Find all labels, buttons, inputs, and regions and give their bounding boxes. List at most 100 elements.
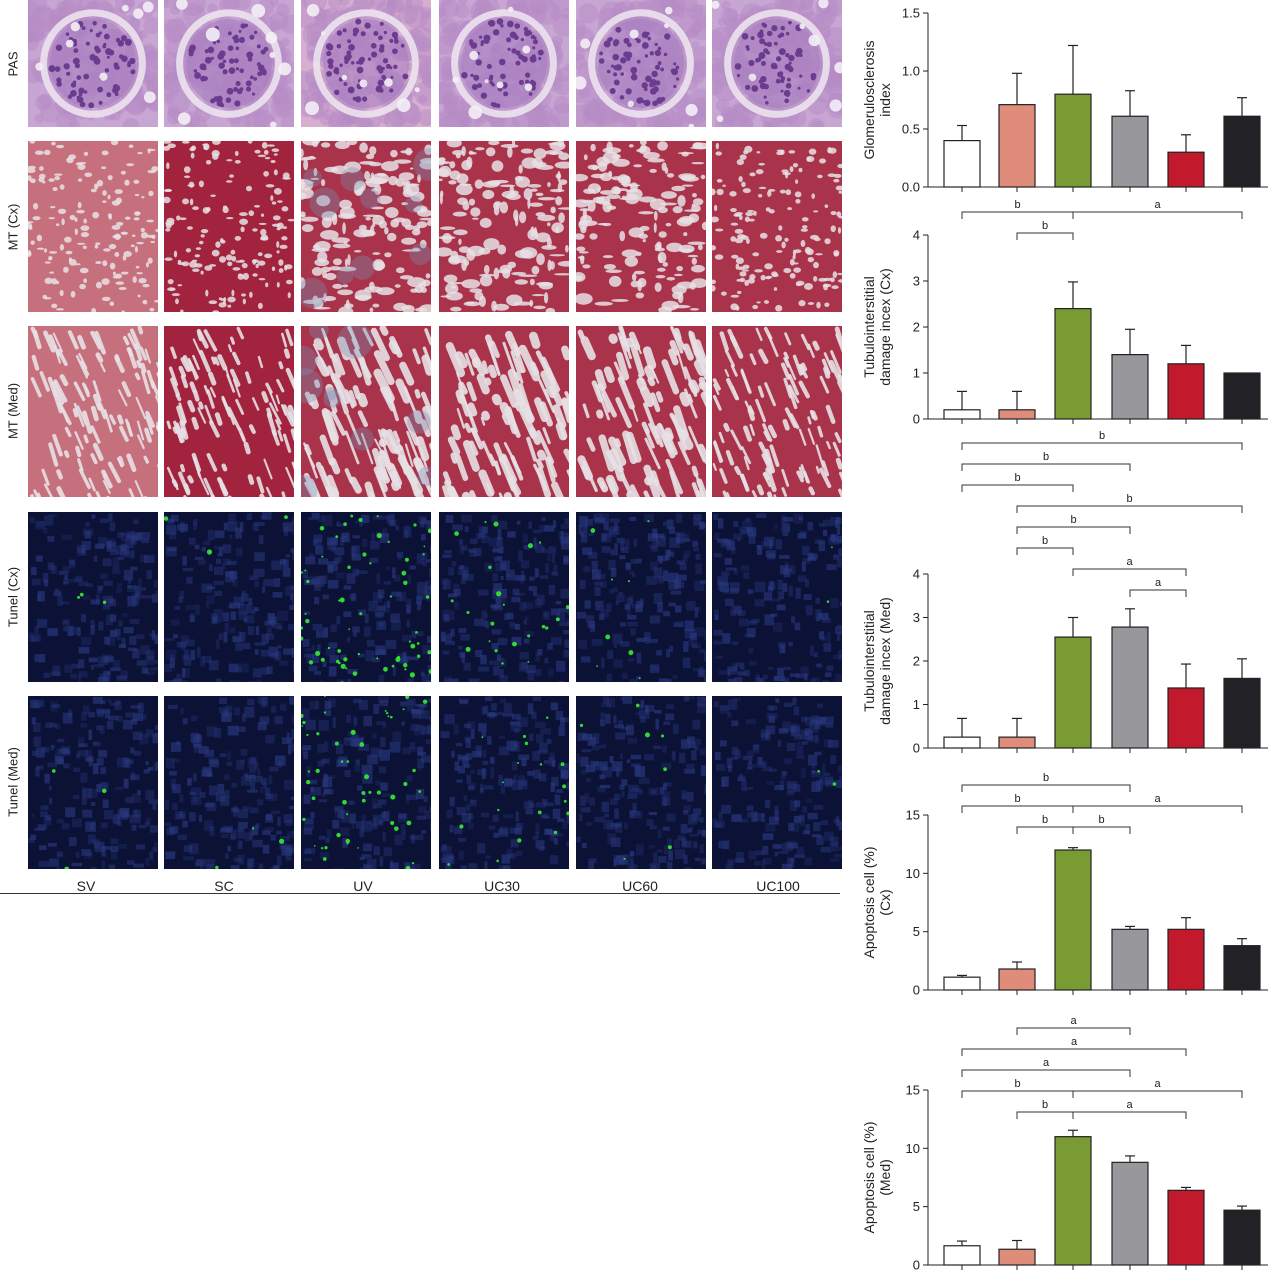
bar-uc60 bbox=[1168, 1190, 1204, 1265]
bar-uv bbox=[1055, 309, 1091, 419]
micrograph-tunel-uv bbox=[301, 696, 431, 869]
micrograph-pas-sv bbox=[28, 0, 158, 127]
y-axis-label: Glomerulosclerosisindex bbox=[861, 40, 893, 159]
micrograph-pas-uc30 bbox=[439, 0, 569, 127]
figure-baseline bbox=[0, 893, 840, 894]
micrograph-tunel-sv bbox=[28, 512, 158, 682]
significance-bracket: b bbox=[1017, 514, 1130, 534]
significance-bracket: b bbox=[1017, 493, 1242, 513]
significance-bracket: b bbox=[962, 772, 1130, 792]
significance-label: b bbox=[1042, 535, 1048, 547]
significance-bracket: b bbox=[1073, 814, 1130, 834]
row-label-tunel-med: Tunel (Med) bbox=[6, 747, 21, 817]
significance-bracket: a bbox=[1073, 1099, 1186, 1119]
y-tick-label: 1.0 bbox=[902, 64, 920, 79]
significance-label: a bbox=[1155, 577, 1162, 589]
bar-uc30 bbox=[1112, 1162, 1148, 1265]
micrograph-tunel-uc100 bbox=[712, 512, 842, 682]
bar-uv bbox=[1055, 94, 1091, 187]
y-tick-label: 0 bbox=[913, 983, 920, 998]
bar-uv bbox=[1055, 1137, 1091, 1265]
micrograph-pas-sc bbox=[164, 0, 294, 127]
bar-uv bbox=[1055, 850, 1091, 990]
significance-bracket: b bbox=[962, 430, 1242, 450]
bar-sv bbox=[944, 410, 980, 419]
significance-label: b bbox=[1098, 814, 1104, 826]
significance-label: b bbox=[1070, 514, 1076, 526]
significance-bracket: a bbox=[962, 1036, 1186, 1056]
column-label-sv: SV bbox=[77, 878, 96, 894]
significance-bracket: b bbox=[962, 199, 1073, 219]
significance-label: a bbox=[1071, 1036, 1078, 1048]
micrograph-mtcx-uc100 bbox=[712, 141, 842, 312]
micrograph-tunel-uv bbox=[301, 512, 431, 682]
micrograph-pas-uv bbox=[301, 0, 431, 127]
micrograph-mtcx-uc30 bbox=[439, 141, 569, 312]
y-tick-label: 1 bbox=[913, 366, 920, 381]
bar-sc bbox=[999, 410, 1035, 419]
bar-uc100 bbox=[1224, 373, 1260, 419]
y-axis-label: Tubulointerstitialdamage incex (Med) bbox=[861, 597, 893, 725]
significance-bracket: a bbox=[962, 1057, 1130, 1077]
micrograph-tunel-sc bbox=[164, 696, 294, 869]
micrograph-mtcx-uv bbox=[301, 141, 431, 312]
micrograph-mtmed-uc30 bbox=[439, 326, 569, 497]
y-tick-label: 0.5 bbox=[902, 122, 920, 137]
y-tick-label: 5 bbox=[913, 924, 920, 939]
bar-sc bbox=[999, 1249, 1035, 1265]
significance-label: b bbox=[1126, 493, 1132, 505]
row-label-pas: PAS bbox=[6, 51, 21, 76]
bar-sc bbox=[999, 105, 1035, 187]
significance-bracket: a bbox=[1073, 793, 1242, 813]
bar-sc bbox=[999, 737, 1035, 748]
bar-uc100 bbox=[1224, 678, 1260, 748]
micrograph-mtcx-uc60 bbox=[576, 141, 706, 312]
bar-uc60 bbox=[1168, 688, 1204, 748]
micrograph-tunel-sc bbox=[164, 512, 294, 682]
micrograph-mtmed-uv bbox=[301, 326, 431, 497]
micrograph-pas-uc100 bbox=[712, 0, 842, 127]
bar-uc30 bbox=[1112, 627, 1148, 748]
bar-uc100 bbox=[1224, 1210, 1260, 1265]
y-tick-label: 5 bbox=[913, 1199, 920, 1214]
column-label-uc30: UC30 bbox=[484, 878, 520, 894]
y-tick-label: 1 bbox=[913, 697, 920, 712]
bar-sv bbox=[944, 1246, 980, 1265]
y-tick-label: 2 bbox=[913, 320, 920, 335]
y-tick-label: 4 bbox=[913, 567, 920, 582]
micrograph-tunel-sv bbox=[28, 696, 158, 869]
y-axis-label: Apoptosis cell (%)(Cx) bbox=[861, 846, 893, 958]
y-tick-label: 0 bbox=[913, 412, 920, 427]
column-label-uc100: UC100 bbox=[756, 878, 800, 894]
bar-uc100 bbox=[1224, 116, 1260, 187]
y-tick-label: 0.0 bbox=[902, 180, 920, 195]
significance-bracket: a bbox=[1073, 199, 1242, 219]
micrograph-tunel-uc30 bbox=[439, 512, 569, 682]
micrograph-mtcx-sc bbox=[164, 141, 294, 312]
micrograph-tunel-uc60 bbox=[576, 696, 706, 869]
significance-label: b bbox=[1014, 199, 1020, 211]
significance-bracket: b bbox=[1017, 1099, 1073, 1119]
significance-label: b bbox=[1042, 1099, 1048, 1111]
column-label-uc60: UC60 bbox=[622, 878, 658, 894]
y-tick-label: 10 bbox=[906, 866, 920, 881]
y-axis-label: Tubulointerstitialdamage incex (Cx) bbox=[861, 268, 893, 386]
y-axis-label: Apoptosis cell (%)(Med) bbox=[861, 1121, 893, 1233]
bar-uc100 bbox=[1224, 946, 1260, 990]
row-label-mt-med: MT (Med) bbox=[6, 383, 21, 439]
significance-label: b bbox=[1014, 793, 1020, 805]
micrograph-mtcx-sv bbox=[28, 141, 158, 312]
column-label-sc: SC bbox=[214, 878, 233, 894]
bar-sv bbox=[944, 977, 980, 990]
y-tick-label: 3 bbox=[913, 274, 920, 289]
significance-bracket: b bbox=[1017, 535, 1073, 555]
significance-bracket: b bbox=[962, 472, 1073, 492]
micrograph-mtmed-uc100 bbox=[712, 326, 842, 497]
significance-label: a bbox=[1043, 1057, 1050, 1069]
row-label-tunel-cx: Tunel (Cx) bbox=[6, 567, 21, 627]
